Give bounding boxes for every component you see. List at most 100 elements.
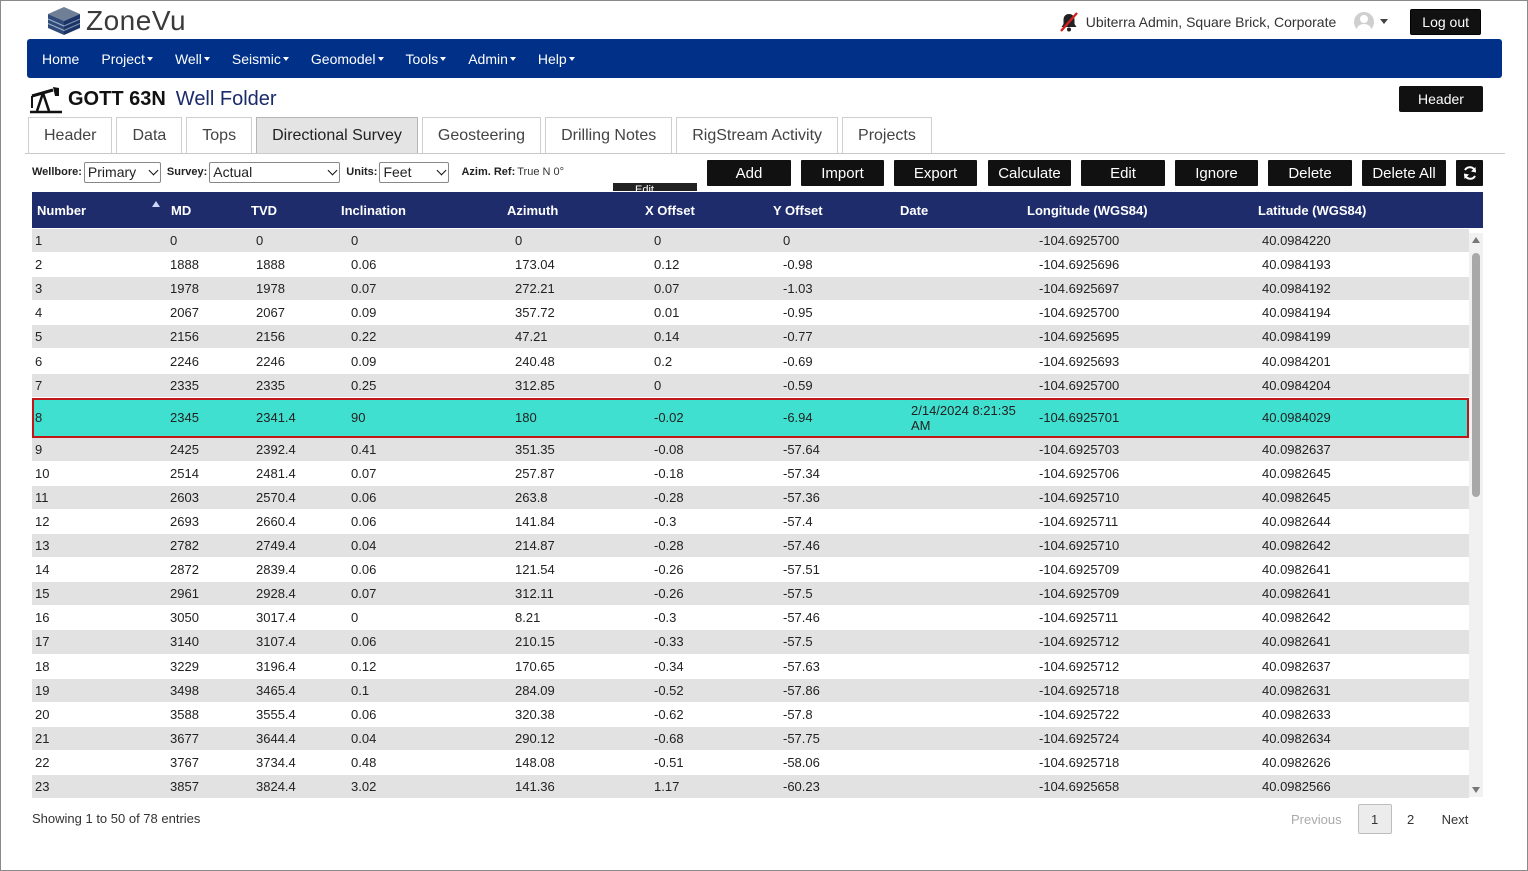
table-row[interactable]: 5 2156 2156 0.22 47.21 0.14 -0.77 -104.6925695 4… bbox=[32, 325, 1469, 350]
user-area: Ubiterra Admin, Square Brick, Corporate … bbox=[1058, 8, 1481, 35]
table-row[interactable]: 13 2782 2749.4 0.04 214.87 -0.28 -57.46 -104.69… bbox=[32, 534, 1469, 559]
calculate-button[interactable]: Calculate bbox=[988, 160, 1071, 186]
edit-button[interactable]: Edit bbox=[1081, 160, 1165, 186]
column-header-date[interactable]: Date bbox=[900, 202, 929, 218]
well-tabs: Header Data Tops Directional Survey Geosteer… bbox=[28, 117, 936, 154]
notifications-muted-icon[interactable] bbox=[1058, 11, 1080, 33]
tab-drilling-notes[interactable]: Drilling Notes bbox=[545, 117, 673, 154]
delete-all-button[interactable]: Delete All bbox=[1362, 160, 1446, 186]
cell-longitude-wgs84: -104.6925710 bbox=[1039, 538, 1120, 554]
export-button[interactable]: Export bbox=[894, 160, 977, 186]
table-scrollbar[interactable] bbox=[1469, 233, 1483, 797]
cell-number: 11 bbox=[35, 489, 49, 505]
nav-item-well[interactable]: Well bbox=[164, 39, 221, 78]
column-header-number[interactable]: Number bbox=[37, 202, 87, 218]
user-menu-chevron-down-icon[interactable] bbox=[1380, 19, 1389, 24]
cell-azimuth: 351.35 bbox=[515, 441, 555, 457]
table-row[interactable]: 23 3857 3824.4 3.02 141.36 1.17 -60.23 -104.692… bbox=[32, 774, 1469, 800]
add-button[interactable]: Add bbox=[707, 160, 791, 186]
table-row[interactable]: 12 2693 2660.4 0.06 141.84 -0.3 -57.4 -104.6925… bbox=[32, 509, 1469, 535]
nav-item-project[interactable]: Project bbox=[90, 39, 164, 78]
tab-projects[interactable]: Projects bbox=[842, 117, 932, 154]
cell-longitude-wgs84: -104.6925710 bbox=[1039, 489, 1120, 505]
table-row[interactable]: 18 3229 3196.4 0.12 170.65 -0.34 -57.63 -104.69… bbox=[32, 654, 1469, 679]
units-select[interactable]: Feet bbox=[379, 161, 450, 183]
column-header-longitude-wgs84[interactable]: Longitude (WGS84) bbox=[1027, 202, 1148, 218]
scroll-thumb[interactable] bbox=[1472, 253, 1480, 497]
scroll-down-icon[interactable] bbox=[1472, 787, 1480, 793]
survey-select[interactable]: Actual bbox=[209, 161, 341, 183]
nav-item-label: Seismic bbox=[231, 50, 281, 67]
cell-md: 2345 bbox=[170, 410, 199, 426]
table-row[interactable]: 15 2961 2928.4 0.07 312.11 -0.26 -57.5 -104.692… bbox=[32, 582, 1469, 607]
cell-azimuth: 240.48 bbox=[515, 353, 555, 369]
table-row[interactable]: 22 3767 3734.4 0.48 148.08 -0.51 -58.06 -104.69… bbox=[32, 750, 1469, 775]
units-value: Feet bbox=[383, 164, 412, 180]
cell-tvd: 3734.4 bbox=[256, 754, 296, 770]
column-header-y-offset[interactable]: Y Offset bbox=[773, 202, 823, 218]
table-row[interactable]: 3 1978 1978 0.07 272.21 0.07 -1.03 -104.6925697… bbox=[32, 277, 1469, 302]
caret-down-icon bbox=[146, 56, 153, 61]
cell-date bbox=[911, 655, 1036, 678]
table-row[interactable]: 10 2514 2481.4 0.07 257.87 -0.18 -57.34 -104.69… bbox=[32, 461, 1469, 486]
table-row[interactable]: 16 3050 3017.4 0 8.21 -0.3 -57.46 -104.6925711 4… bbox=[32, 606, 1469, 631]
cell-number: 19 bbox=[35, 682, 50, 698]
nav-item-seismic[interactable]: Seismic bbox=[221, 39, 300, 78]
ignore-button[interactable]: Ignore bbox=[1175, 160, 1258, 186]
tab-tops[interactable]: Tops bbox=[186, 117, 253, 154]
table-row[interactable]: 19 3498 3465.4 0.1 284.09 -0.52 -57.86 -104.692… bbox=[32, 678, 1469, 703]
zonevu-logo[interactable]: ZoneVu bbox=[45, 5, 186, 37]
tab-data[interactable]: Data bbox=[116, 117, 183, 154]
tab-header[interactable]: Header bbox=[28, 117, 113, 154]
scroll-up-icon[interactable] bbox=[1472, 237, 1480, 243]
cell-azimuth: 141.84 bbox=[515, 513, 555, 529]
cell-date bbox=[911, 486, 1036, 509]
cell-x-offset: -0.26 bbox=[654, 586, 684, 602]
table-row[interactable]: 17 3140 3107.4 0.06 210.15 -0.33 -57.5 -104.692… bbox=[32, 630, 1469, 655]
cell-y-offset: -57.34 bbox=[783, 465, 820, 481]
survey-table-body: 1 0 0 0 0 0 0 -104.6925700 40.0984220 2 1888 1888 0.… bbox=[32, 229, 1469, 801]
table-row-selected[interactable]: 8 2345 2341.4 90 180 -0.02 -6.94 2/14/2024 8:21… bbox=[32, 397, 1469, 438]
nav-item-tools[interactable]: Tools bbox=[395, 39, 458, 78]
column-header-x-offset[interactable]: X Offset bbox=[645, 202, 695, 218]
next-page-button[interactable]: Next bbox=[1441, 811, 1469, 827]
nav-item-home[interactable]: Home bbox=[31, 39, 90, 78]
column-header-tvd[interactable]: TVD bbox=[251, 202, 277, 218]
table-row[interactable]: 2 1888 1888 0.06 173.04 0.12 -0.98 -104.6925696… bbox=[32, 253, 1469, 278]
previous-page-button[interactable]: Previous bbox=[1291, 811, 1342, 827]
header-button[interactable]: Header bbox=[1399, 86, 1483, 112]
table-row[interactable]: 11 2603 2570.4 0.06 263.8 -0.28 -57.36 -104.692… bbox=[32, 485, 1469, 510]
refresh-icon bbox=[1463, 166, 1476, 180]
table-row[interactable]: 20 3588 3555.4 0.06 320.38 -0.62 -57.8 -104.692… bbox=[32, 702, 1469, 727]
cell-y-offset: -0.69 bbox=[783, 353, 813, 369]
table-row[interactable]: 9 2425 2392.4 0.41 351.35 -0.08 -57.64 -104.692… bbox=[32, 437, 1469, 462]
wellbore-select[interactable]: Primary bbox=[83, 161, 161, 183]
column-header-azimuth[interactable]: Azimuth bbox=[507, 202, 559, 218]
tab-rigstream-activity[interactable]: RigStream Activity bbox=[676, 117, 839, 154]
tab-directional-survey[interactable]: Directional Survey bbox=[256, 117, 418, 154]
refresh-button[interactable] bbox=[1456, 160, 1483, 186]
table-row[interactable]: 21 3677 3644.4 0.04 290.12 -0.68 -57.75 -104.69… bbox=[32, 726, 1469, 751]
cell-date bbox=[911, 253, 1036, 276]
table-row[interactable]: 7 2335 2335 0.25 312.85 0 -0.59 -104.6925700 40.… bbox=[32, 373, 1469, 398]
tab-geosteering[interactable]: Geosteering bbox=[421, 117, 542, 154]
column-header-md[interactable]: MD bbox=[171, 202, 192, 218]
column-header-latitude-wgs84[interactable]: Latitude (WGS84) bbox=[1258, 202, 1367, 218]
azim-ref-label: Azim. Ref: bbox=[461, 166, 516, 178]
import-button[interactable]: Import bbox=[801, 160, 884, 186]
nav-item-help[interactable]: Help bbox=[527, 39, 586, 78]
page-button-2[interactable]: 2 bbox=[1406, 811, 1415, 827]
nav-item-admin[interactable]: Admin bbox=[457, 39, 527, 78]
avatar[interactable] bbox=[1354, 11, 1375, 32]
page-button-1[interactable]: 1 bbox=[1357, 804, 1392, 834]
delete-button[interactable]: Delete bbox=[1268, 160, 1352, 186]
table-row[interactable]: 1 0 0 0 0 0 0 -104.6925700 40.0984220 bbox=[32, 229, 1469, 254]
table-row[interactable]: 4 2067 2067 0.09 357.72 0.01 -0.95 -104.6925700… bbox=[32, 301, 1469, 326]
edit-button-partial[interactable]: Edit bbox=[613, 183, 697, 191]
logout-button[interactable]: Log out bbox=[1410, 8, 1481, 35]
table-row[interactable]: 6 2246 2246 0.09 240.48 0.2 -0.69 -104.6925693 4… bbox=[32, 349, 1469, 374]
column-header-inclination[interactable]: Inclination bbox=[341, 202, 406, 218]
cell-azimuth: 173.04 bbox=[515, 257, 555, 273]
nav-item-geomodel[interactable]: Geomodel bbox=[300, 39, 395, 78]
table-row[interactable]: 14 2872 2839.4 0.06 121.54 -0.26 -57.51 -104.69… bbox=[32, 558, 1469, 583]
